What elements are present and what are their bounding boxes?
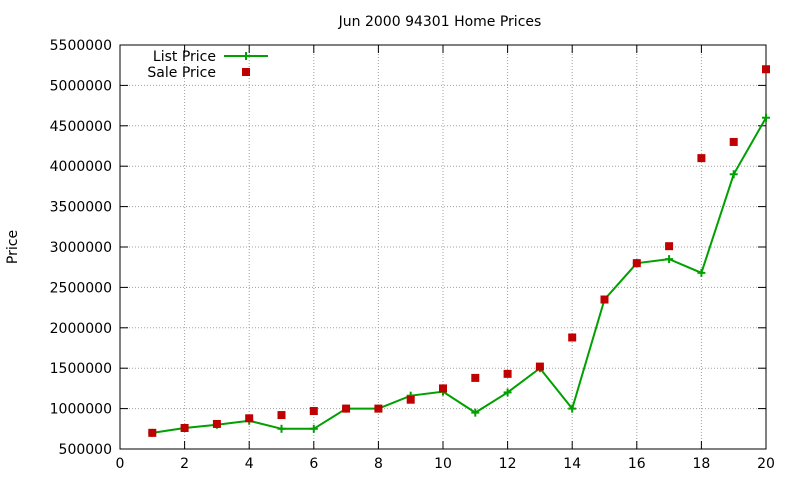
x-tick-label: 10 — [434, 456, 452, 472]
sale-price-point — [148, 428, 157, 437]
list-price-point — [697, 268, 706, 277]
plot-frame — [119, 44, 767, 450]
y-tick-label: 3000000 — [50, 240, 112, 256]
list-price-point — [762, 113, 770, 122]
list-price-point — [471, 408, 480, 417]
legend-marker-list-price — [242, 52, 250, 60]
sale-price-point — [342, 404, 351, 413]
sale-price-point — [697, 154, 706, 163]
sale-price-point — [277, 411, 286, 420]
y-tick-label: 1000000 — [50, 402, 112, 418]
y-tick-label: 4500000 — [50, 119, 112, 135]
x-tick-label: 16 — [628, 456, 646, 472]
sale-price-point — [729, 137, 738, 146]
x-axis-ticks: 0 2 4 6 8 10 12 14 16 18 20 — [116, 45, 775, 472]
chart-title: Jun 2000 94301 Home Prices — [338, 14, 542, 30]
y-tick-label: 3500000 — [50, 200, 112, 216]
sale-price-point — [439, 384, 447, 393]
sale-price-point — [245, 414, 254, 423]
legend-marker-sale-price — [242, 68, 250, 76]
sale-price-point — [374, 404, 383, 413]
x-tick-label: 18 — [692, 456, 710, 472]
sale-price-point — [309, 407, 318, 416]
list-price-point — [729, 170, 738, 179]
x-tick-label: 14 — [563, 456, 581, 472]
list-price-point — [503, 388, 512, 397]
list-price-point — [568, 404, 577, 413]
legend: List Price Sale Price — [147, 49, 268, 81]
list-price-point — [277, 424, 286, 433]
grid — [120, 45, 766, 449]
sale-price-point — [503, 369, 512, 378]
legend-label-sale-price: Sale Price — [147, 65, 216, 81]
series-list-price — [148, 113, 770, 437]
y-axis-ticks: 500000 1000000 1500000 2000000 2500000 300000… — [50, 38, 766, 458]
sale-price-point — [471, 373, 480, 382]
list-price-point — [665, 255, 674, 264]
y-axis-label: Price — [5, 230, 21, 264]
x-tick-label: 0 — [116, 456, 125, 472]
sale-price-point — [632, 259, 641, 268]
y-tick-label: 5500000 — [50, 38, 112, 54]
sale-price-point — [406, 395, 415, 404]
y-tick-label: 4000000 — [50, 159, 112, 175]
x-tick-label: 20 — [757, 456, 775, 472]
sale-price-point — [762, 65, 770, 74]
y-tick-label: 2500000 — [50, 280, 112, 296]
sale-price-point — [600, 295, 609, 304]
x-tick-label: 12 — [499, 456, 517, 472]
list-price-line — [152, 117, 767, 434]
series-sale-price — [148, 65, 770, 437]
sale-price-point — [568, 333, 577, 342]
sale-price-point — [665, 242, 674, 251]
x-tick-label: 8 — [374, 456, 383, 472]
x-tick-label: 6 — [309, 456, 318, 472]
sale-price-point — [535, 362, 544, 371]
list-price-point — [309, 424, 318, 433]
sale-price-point — [180, 423, 189, 432]
legend-label-list-price: List Price — [153, 49, 216, 65]
y-tick-label: 500000 — [59, 442, 112, 458]
x-tick-label: 2 — [180, 456, 189, 472]
series — [148, 65, 770, 437]
y-tick-label: 2000000 — [50, 321, 112, 337]
y-tick-label: 1500000 — [50, 361, 112, 377]
x-tick-label: 4 — [245, 456, 254, 472]
sale-price-point — [212, 419, 221, 428]
y-tick-label: 5000000 — [50, 78, 112, 94]
